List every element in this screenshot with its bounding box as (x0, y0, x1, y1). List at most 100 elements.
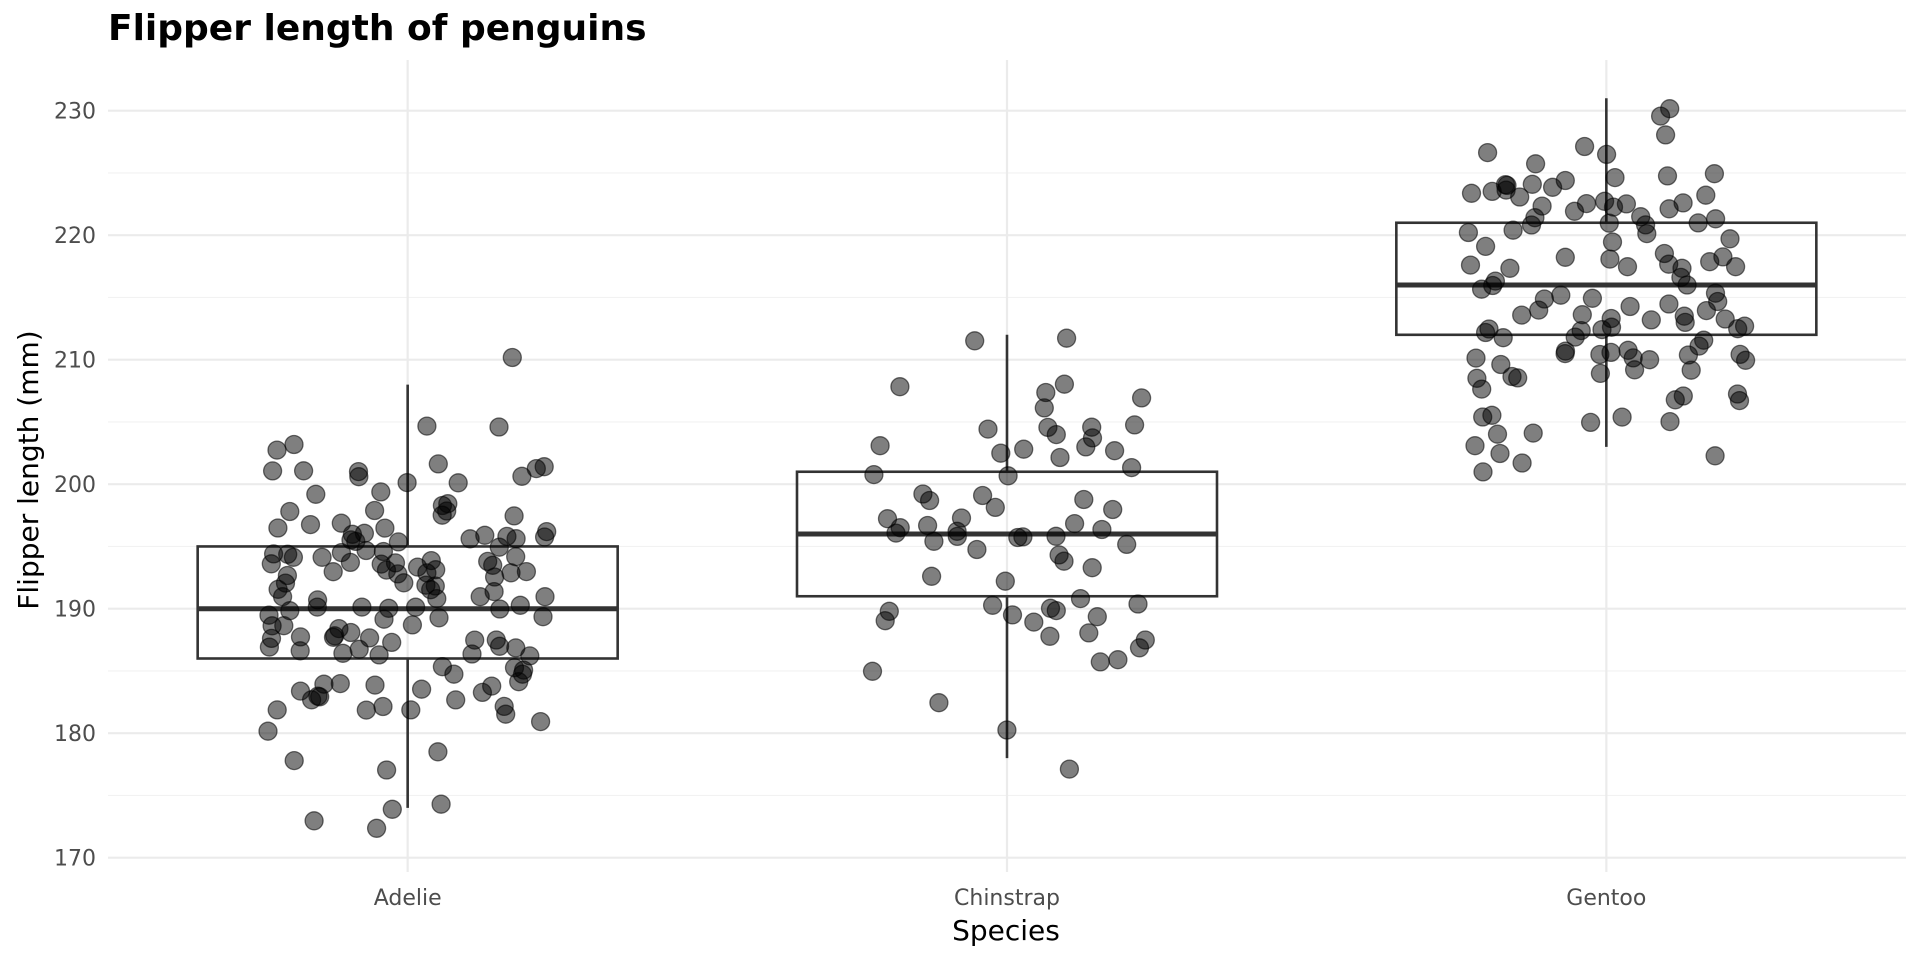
data-point (1040, 626, 1060, 646)
data-point (364, 500, 385, 521)
data-point (348, 461, 369, 482)
data-point (997, 720, 1017, 740)
data-point (267, 700, 287, 720)
data-point (1641, 310, 1661, 330)
data-point (978, 419, 998, 439)
data-point (1705, 283, 1726, 303)
data-point (1475, 236, 1496, 257)
data-point (1542, 177, 1563, 197)
data-point (284, 434, 304, 455)
data-point (1599, 213, 1619, 233)
data-point (1602, 232, 1623, 252)
data-point (366, 818, 387, 838)
data-point (1064, 513, 1085, 534)
data-point (877, 509, 898, 529)
data-point (1460, 255, 1481, 275)
data-point (510, 595, 530, 615)
data-point (1590, 363, 1611, 384)
data-point (1574, 136, 1595, 157)
data-point (333, 643, 353, 663)
data-point (1103, 499, 1123, 520)
data-point (325, 626, 345, 646)
data-point (490, 599, 510, 619)
data-point (1525, 208, 1545, 228)
x-axis-title: Species (952, 914, 1060, 947)
data-point (1034, 398, 1054, 418)
data-point (533, 607, 553, 627)
data-point (1696, 300, 1717, 321)
data-point (267, 440, 287, 460)
data-point (530, 711, 551, 732)
data-point (864, 464, 884, 485)
data-point (1601, 308, 1621, 329)
data-point (371, 482, 391, 502)
data-point (432, 505, 452, 525)
data-point (261, 628, 282, 649)
data-point (382, 799, 402, 819)
data-point (484, 581, 504, 602)
data-point (290, 641, 310, 661)
data-point (306, 484, 326, 504)
data-point (1046, 526, 1066, 546)
data-point (341, 622, 361, 643)
data-point (431, 794, 451, 814)
data-point (1605, 167, 1625, 188)
data-point (394, 573, 414, 593)
y-tick-label: 180 (54, 722, 96, 747)
data-point (1523, 423, 1543, 443)
data-point (1534, 289, 1555, 309)
data-point (1465, 436, 1485, 456)
data-point (496, 704, 516, 724)
data-point (1705, 209, 1726, 229)
y-tick-label: 220 (54, 224, 96, 249)
data-point (304, 811, 324, 831)
data-point (1059, 759, 1080, 779)
data-point (947, 526, 967, 547)
data-point (259, 605, 279, 625)
data-point (1564, 201, 1585, 221)
data-point (1108, 650, 1128, 670)
data-point (432, 657, 453, 677)
data-point (1572, 305, 1592, 325)
data-point (261, 554, 281, 574)
data-point (1512, 453, 1532, 473)
data-point (489, 417, 509, 437)
x-tick-label: Gentoo (1566, 886, 1646, 911)
data-point (312, 547, 332, 567)
data-point (1637, 223, 1657, 244)
data-point (951, 508, 972, 528)
data-point (375, 518, 395, 538)
data-point (1477, 142, 1498, 163)
data-point (369, 645, 389, 665)
data-point (300, 514, 321, 535)
y-tick-label: 210 (54, 349, 96, 374)
data-point (1655, 125, 1676, 145)
data-point (1555, 343, 1575, 364)
data-point (967, 539, 987, 560)
data-point (1135, 630, 1155, 650)
data-point (1491, 354, 1511, 375)
data-point (1660, 411, 1680, 432)
data-point (401, 700, 421, 720)
data-point (280, 501, 300, 522)
data-point (352, 597, 372, 617)
y-tick-label: 230 (54, 100, 96, 125)
data-point (998, 466, 1018, 486)
data-point (1659, 199, 1679, 219)
data-point (1616, 194, 1637, 214)
data-point (1458, 222, 1479, 243)
data-point (307, 597, 327, 617)
data-point (1565, 327, 1585, 347)
tick-labels: 170 180 190 200 210 220 230 Adelie Chinstrap Gent… (54, 100, 1646, 911)
y-tick-label: 200 (54, 473, 96, 498)
data-point (1008, 527, 1028, 548)
data-point (1002, 605, 1023, 625)
data-point (478, 551, 498, 572)
data-point (376, 560, 397, 580)
data-point (1076, 437, 1096, 457)
data-point (284, 750, 304, 771)
data-point (1471, 279, 1492, 299)
data-point (535, 587, 555, 607)
data-point (323, 562, 343, 582)
data-point (513, 660, 534, 680)
